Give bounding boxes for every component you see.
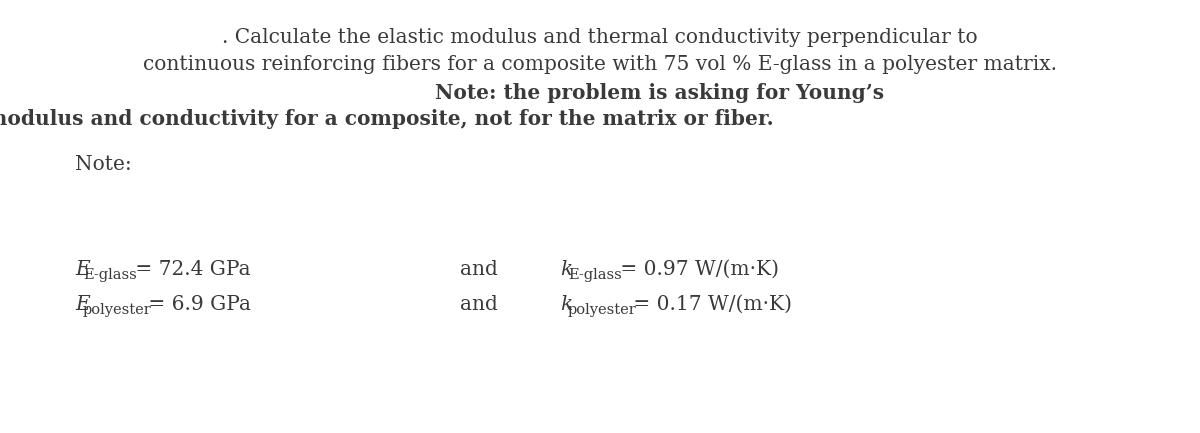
Text: k: k — [560, 260, 572, 279]
Text: = 0.17 W/(m·K): = 0.17 W/(m·K) — [626, 295, 792, 314]
Text: continuous reinforcing fibers for a composite with 75 vol % E-glass in a polyest: continuous reinforcing fibers for a comp… — [143, 55, 1057, 74]
Text: E-glass: E-glass — [83, 268, 137, 282]
Text: E: E — [74, 295, 90, 314]
Text: Note:: Note: — [74, 155, 132, 174]
Text: polyester: polyester — [568, 303, 637, 317]
Text: k: k — [560, 295, 572, 314]
Text: E: E — [74, 260, 90, 279]
Text: and: and — [460, 295, 498, 314]
Text: E-glass: E-glass — [568, 268, 622, 282]
Text: polyester: polyester — [83, 303, 151, 317]
Text: Note: the problem is asking for Young’s: Note: the problem is asking for Young’s — [436, 83, 884, 103]
Text: = 0.97 W/(m·K): = 0.97 W/(m·K) — [613, 260, 779, 279]
Text: modulus and conductivity for a composite, not for the matrix or fiber.: modulus and conductivity for a composite… — [0, 109, 774, 129]
Text: = 72.4 GPa: = 72.4 GPa — [128, 260, 250, 279]
Text: . Calculate the elastic modulus and thermal conductivity perpendicular to: . Calculate the elastic modulus and ther… — [222, 28, 978, 47]
Text: = 6.9 GPa: = 6.9 GPa — [142, 295, 251, 314]
Text: and: and — [460, 260, 498, 279]
